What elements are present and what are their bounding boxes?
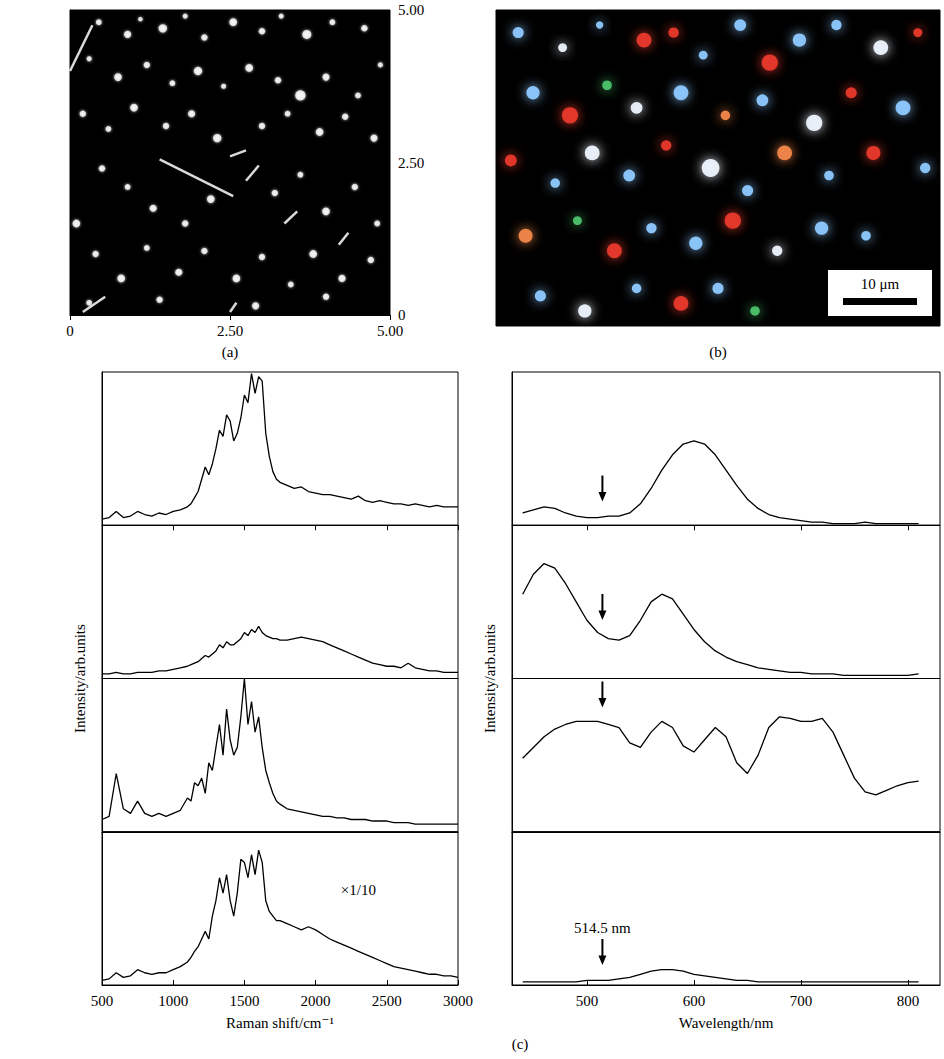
svg-text:800: 800 xyxy=(897,993,920,1009)
svg-text:3000: 3000 xyxy=(443,993,473,1009)
svg-text:(c): (c) xyxy=(512,1036,529,1053)
svg-text:500: 500 xyxy=(91,993,114,1009)
svg-text:600: 600 xyxy=(683,993,706,1009)
svg-text:0: 0 xyxy=(398,307,406,323)
svg-text:500: 500 xyxy=(576,993,599,1009)
svg-text:0: 0 xyxy=(66,323,74,339)
svg-text:Intensity/arb.units: Intensity/arb.units xyxy=(482,624,498,733)
svg-text:×1/10: ×1/10 xyxy=(341,882,376,898)
svg-text:Wavelength/nm: Wavelength/nm xyxy=(679,1015,774,1031)
svg-text:1000: 1000 xyxy=(158,993,188,1009)
svg-text:(b): (b) xyxy=(709,344,727,361)
svg-text:2000: 2000 xyxy=(301,993,331,1009)
svg-text:(a): (a) xyxy=(222,344,239,361)
svg-text:10 μm: 10 μm xyxy=(861,276,900,292)
svg-text:700: 700 xyxy=(790,993,813,1009)
svg-text:514.5 nm: 514.5 nm xyxy=(574,920,631,936)
svg-text:2.50: 2.50 xyxy=(217,323,243,339)
svg-text:1500: 1500 xyxy=(229,993,259,1009)
svg-text:5.00: 5.00 xyxy=(398,2,424,18)
svg-text:2.50: 2.50 xyxy=(398,155,424,171)
svg-text:Raman shift/cm⁻¹: Raman shift/cm⁻¹ xyxy=(226,1015,334,1031)
svg-text:5.00: 5.00 xyxy=(377,323,403,339)
svg-text:2500: 2500 xyxy=(372,993,402,1009)
svg-text:Intensity/arb.units: Intensity/arb.units xyxy=(72,624,88,733)
